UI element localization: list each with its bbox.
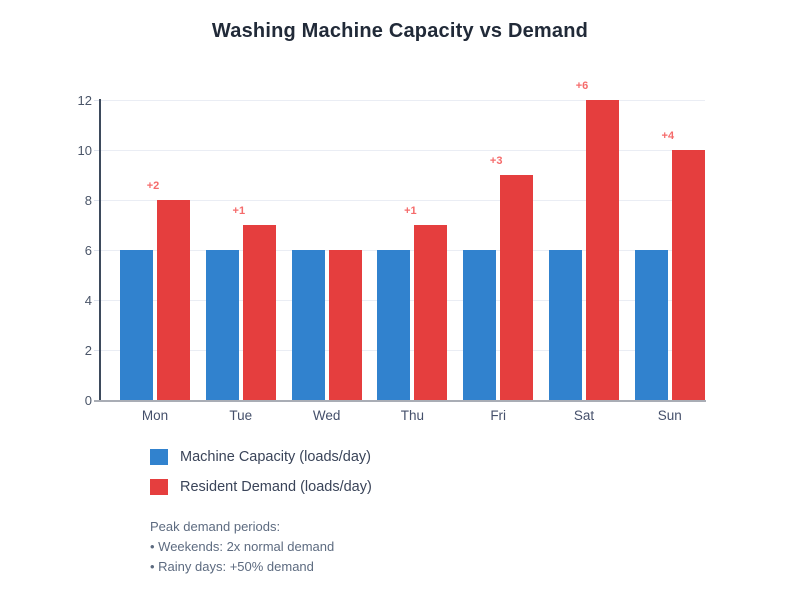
y-tick-mark	[94, 99, 100, 101]
x-tick-label-fri: Fri	[490, 408, 507, 423]
x-tick-label-sun: Sun	[657, 408, 682, 423]
legend-label: Resident Demand (loads/day)	[180, 479, 372, 495]
demand-surplus-annotation: +3	[489, 155, 503, 167]
gridline	[100, 99, 705, 101]
gridline	[100, 149, 705, 151]
capacity-bar-sat	[549, 250, 582, 400]
demand-bar-mon	[157, 200, 190, 400]
legend: Machine Capacity (loads/day) Resident Dem…	[150, 448, 372, 508]
y-tick-mark	[94, 199, 100, 201]
capacity-bar-sun	[634, 250, 668, 400]
notes-block: Peak demand periods: • Weekends: 2x norma…	[150, 517, 334, 577]
y-tick-label: 8	[84, 192, 92, 208]
legend-swatch	[150, 449, 168, 465]
capacity-bar-thu	[377, 250, 411, 400]
notes-line: Peak demand periods:	[150, 519, 281, 534]
legend-item: Machine Capacity (loads/day)	[150, 448, 372, 466]
x-tick-label-thu: Thu	[400, 408, 425, 423]
x-tick-label-tue: Tue	[229, 408, 253, 423]
x-tick-label-wed: Wed	[312, 408, 341, 423]
demand-bar-sun	[671, 150, 705, 400]
notes-line: • Rainy days: +50% demand	[150, 559, 314, 574]
y-axis-line	[99, 99, 101, 402]
capacity-bar-fri	[463, 250, 497, 400]
y-tick-label: 4	[84, 292, 92, 308]
legend-swatch	[150, 479, 168, 495]
y-tick-label: 0	[84, 392, 92, 408]
demand-surplus-annotation: +1	[232, 205, 246, 217]
y-tick-label: 6	[84, 242, 92, 258]
capacity-bar-wed	[291, 250, 325, 400]
gridline	[100, 199, 705, 201]
demand-surplus-annotation: +4	[661, 130, 675, 142]
plot-area: +2 +1 +1 +3 +6 +4	[100, 80, 705, 400]
y-tick-label: 2	[84, 342, 92, 358]
y-tick-mark	[94, 349, 100, 351]
x-axis-baseline	[94, 400, 706, 402]
demand-surplus-annotation: +6	[575, 80, 589, 92]
demand-bar-fri	[500, 175, 534, 400]
legend-item: Resident Demand (loads/day)	[150, 478, 372, 496]
x-tick-label-mon: Mon	[141, 408, 169, 423]
y-tick-label: 10	[77, 142, 92, 158]
chart-title: Washing Machine Capacity vs Demand	[211, 20, 589, 42]
capacity-bar-mon	[120, 250, 153, 400]
y-tick-mark	[94, 249, 100, 251]
y-tick-label: 12	[77, 92, 92, 108]
demand-surplus-annotation: +1	[404, 205, 417, 217]
y-tick-mark	[94, 149, 100, 151]
demand-bar-wed	[328, 250, 362, 400]
demand-bar-tue	[242, 225, 276, 400]
demand-bar-thu	[414, 225, 448, 400]
y-tick-mark	[94, 299, 100, 301]
capacity-bar-tue	[205, 250, 239, 400]
legend-label: Machine Capacity (loads/day)	[180, 449, 372, 465]
demand-bar-sat	[586, 100, 619, 400]
x-tick-label-sat: Sat	[573, 408, 595, 423]
notes-line: • Weekends: 2x normal demand	[150, 539, 335, 554]
demand-surplus-annotation: +2	[146, 180, 160, 192]
